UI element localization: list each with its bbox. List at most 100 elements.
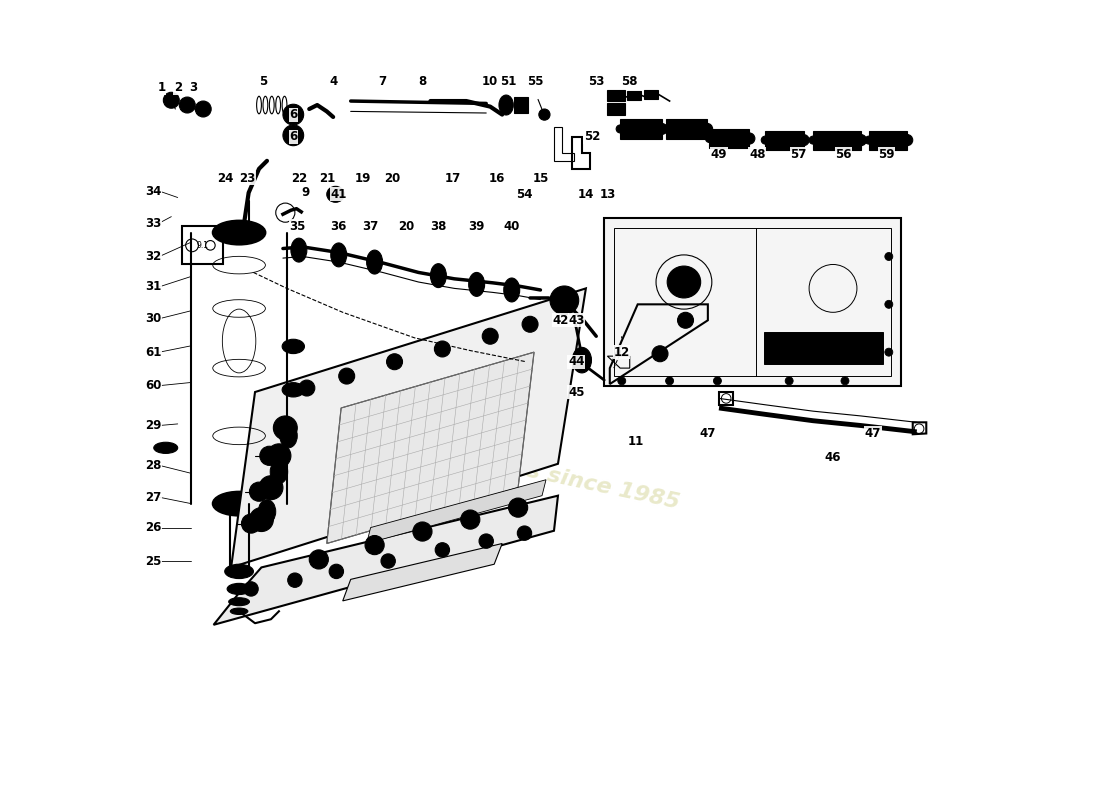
Text: 16: 16 [488, 172, 505, 185]
Text: 36: 36 [330, 220, 346, 233]
Text: 28: 28 [145, 459, 162, 472]
Ellipse shape [227, 583, 251, 594]
Text: 6: 6 [289, 108, 297, 121]
Text: 22: 22 [290, 172, 307, 185]
Ellipse shape [271, 460, 288, 484]
Text: 9.1: 9.1 [197, 241, 208, 250]
Text: 30: 30 [145, 312, 161, 325]
Text: 55: 55 [527, 74, 543, 88]
Ellipse shape [744, 133, 755, 144]
Circle shape [884, 300, 893, 308]
Circle shape [242, 514, 261, 533]
Circle shape [666, 377, 673, 385]
Text: 60: 60 [145, 379, 162, 392]
Text: 32: 32 [145, 250, 161, 263]
Circle shape [550, 286, 579, 314]
Text: 48: 48 [749, 148, 766, 161]
Text: 8: 8 [418, 74, 427, 88]
Circle shape [365, 535, 384, 554]
Ellipse shape [616, 125, 624, 133]
Circle shape [183, 100, 192, 110]
Bar [607, 90, 625, 101]
Circle shape [274, 416, 297, 440]
Bar [620, 119, 661, 138]
Text: 40: 40 [504, 220, 520, 233]
Circle shape [198, 104, 208, 114]
Text: 52: 52 [584, 130, 601, 143]
Ellipse shape [810, 136, 817, 144]
Ellipse shape [902, 134, 913, 146]
Text: 20: 20 [398, 220, 415, 233]
Circle shape [508, 498, 528, 517]
Circle shape [618, 377, 626, 385]
Text: 47: 47 [865, 427, 881, 440]
Polygon shape [327, 352, 535, 543]
Circle shape [163, 92, 179, 108]
Text: 21: 21 [319, 172, 334, 185]
Text: 20: 20 [384, 172, 400, 185]
Text: 51: 51 [500, 74, 517, 88]
Text: 37: 37 [363, 220, 378, 233]
Circle shape [386, 354, 403, 370]
Circle shape [244, 582, 258, 596]
Ellipse shape [366, 250, 383, 274]
Ellipse shape [702, 123, 713, 134]
Ellipse shape [212, 221, 265, 245]
Text: 31: 31 [145, 280, 161, 294]
Ellipse shape [865, 136, 873, 144]
Text: 7: 7 [378, 74, 386, 88]
Circle shape [283, 104, 304, 125]
Circle shape [258, 476, 283, 500]
Ellipse shape [499, 95, 514, 115]
Circle shape [539, 109, 550, 120]
Text: 5: 5 [258, 74, 267, 88]
Circle shape [436, 542, 450, 557]
Ellipse shape [224, 564, 253, 578]
Circle shape [250, 482, 268, 502]
Ellipse shape [282, 339, 305, 354]
Ellipse shape [154, 442, 178, 454]
Polygon shape [366, 480, 546, 543]
Text: 10: 10 [482, 74, 498, 88]
Text: 59: 59 [878, 148, 894, 161]
Text: 2: 2 [174, 81, 182, 94]
Circle shape [884, 348, 893, 356]
Ellipse shape [656, 123, 668, 134]
Circle shape [678, 312, 693, 328]
Circle shape [260, 446, 279, 466]
Circle shape [884, 253, 893, 261]
Text: 6: 6 [289, 130, 297, 143]
Text: 47: 47 [700, 427, 716, 440]
Text: 26: 26 [145, 521, 162, 534]
Text: 27: 27 [145, 490, 161, 504]
Circle shape [166, 95, 176, 105]
Ellipse shape [661, 125, 670, 133]
Circle shape [250, 508, 274, 531]
Bar [813, 130, 861, 150]
Circle shape [309, 550, 329, 569]
Text: 46: 46 [825, 451, 842, 464]
Ellipse shape [327, 186, 344, 202]
Circle shape [461, 510, 480, 529]
Bar [666, 119, 707, 138]
Bar [710, 129, 749, 148]
Ellipse shape [504, 278, 519, 302]
Polygon shape [604, 218, 901, 386]
Text: 25: 25 [145, 554, 162, 567]
Text: 42: 42 [552, 314, 569, 326]
Ellipse shape [230, 608, 248, 614]
Text: 61: 61 [145, 346, 162, 358]
Text: 11: 11 [628, 435, 645, 448]
Text: 35: 35 [289, 220, 306, 233]
Polygon shape [343, 543, 503, 601]
Circle shape [842, 377, 849, 385]
Text: 1: 1 [157, 81, 166, 94]
Text: 12: 12 [614, 346, 630, 358]
Circle shape [482, 328, 498, 344]
Text: doorparts: doorparts [656, 275, 843, 334]
Ellipse shape [331, 243, 346, 267]
Text: 34: 34 [145, 185, 162, 198]
Text: 57: 57 [791, 148, 807, 161]
Circle shape [517, 526, 531, 540]
Circle shape [434, 341, 450, 357]
